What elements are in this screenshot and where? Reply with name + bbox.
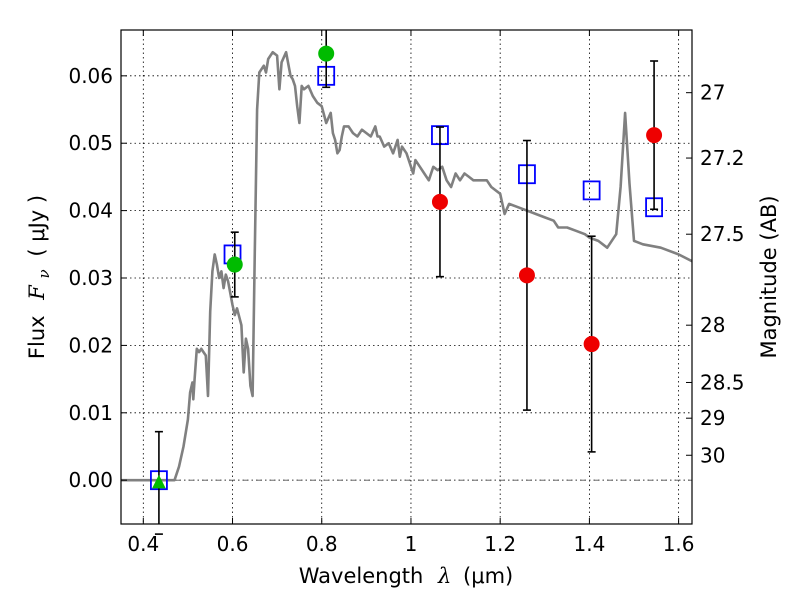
y2-tick-label: 27	[700, 81, 725, 105]
observed-point-red	[646, 127, 663, 144]
y-tick-label: 0.05	[68, 131, 113, 155]
y2-tick-label: 30	[700, 443, 725, 467]
y-tick-label: 0.06	[68, 64, 113, 88]
observed-point-red	[583, 336, 600, 353]
x-axis-ticks: 0.4 0.6 0.8 1 1.2 1.4 1.6	[127, 30, 695, 556]
x-tick-label: 1.6	[663, 532, 695, 556]
upper-limit-triangle	[152, 474, 166, 489]
observed-point-red	[431, 193, 448, 210]
y-axis-label: Flux F ν ( μJy )	[25, 195, 54, 359]
y-tick-label: 0.02	[68, 333, 113, 357]
plot-frame	[120, 29, 693, 525]
observed-point-green	[318, 45, 335, 62]
x-tick-label: 1.2	[484, 532, 516, 556]
model-photometry-square	[582, 180, 601, 201]
y2-tick-label: 27.5	[700, 222, 745, 246]
y-tick-label: 0.00	[68, 468, 113, 492]
y2-tick-label: 29	[700, 406, 725, 430]
y-tick-label: 0.01	[68, 401, 113, 425]
y2-axis-ticks: 27 27.2 27.5 28 28.5 29 30	[686, 81, 745, 467]
x-tick-label: 0.6	[217, 532, 249, 556]
observed-points-layer	[152, 45, 663, 489]
x-tick-label: 0.4	[127, 532, 159, 556]
model-photometry-layer	[150, 65, 663, 491]
error-bar-layer	[154, 30, 659, 535]
y2-tick-label: 27.2	[700, 146, 745, 170]
sed-model-curve	[121, 50, 692, 482]
y2-tick-label: 28.5	[700, 370, 745, 394]
model-curve-layer	[121, 50, 692, 482]
x-tick-label: 0.8	[306, 532, 338, 556]
y-axis-ticks: 0.00 0.01 0.02 0.03 0.04 0.05 0.06	[68, 64, 127, 492]
y2-tick-label: 28	[700, 313, 725, 337]
y-tick-label: 0.04	[68, 199, 113, 223]
observed-point-red	[518, 267, 535, 284]
x-axis-label: Wavelength λ (μm)	[299, 564, 513, 588]
y-tick-label: 0.03	[68, 266, 113, 290]
y2-axis-label: Magnitude (AB)	[757, 195, 781, 358]
observed-point-green	[226, 256, 243, 273]
x-tick-label: 1	[405, 532, 418, 556]
x-tick-label: 1.4	[573, 532, 605, 556]
grid	[121, 30, 692, 524]
